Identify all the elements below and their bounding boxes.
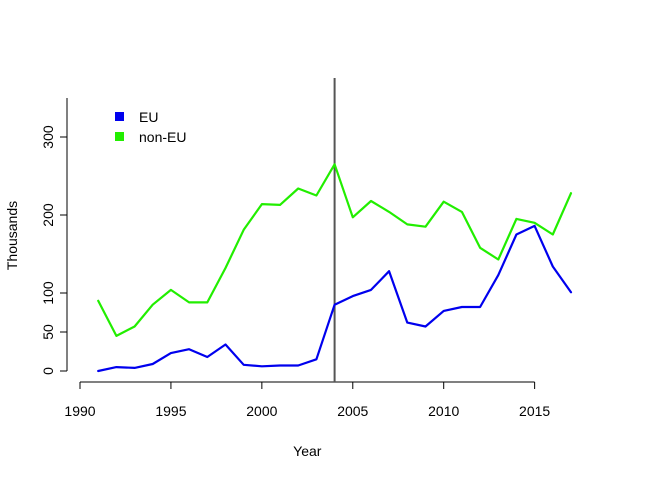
x-axis-ticks: 1990 1995 2000 2005 2010 2015: [64, 382, 550, 419]
series-group: [97, 163, 573, 373]
legend-label: non-EU: [139, 129, 186, 145]
x-tick-label: 2010: [428, 403, 459, 419]
x-tick-label: 2000: [246, 403, 277, 419]
y-tick-label: 300: [40, 125, 56, 149]
x-tick-label: 1990: [64, 403, 95, 419]
x-axis-label: Year: [293, 443, 322, 459]
series-line-non-eu: [97, 163, 573, 337]
series-line-eu: [97, 224, 573, 373]
legend-label: EU: [139, 109, 158, 125]
legend: EU non-EU: [115, 109, 186, 145]
axes: [66, 98, 535, 383]
y-tick-label: 0: [40, 367, 56, 375]
y-tick-label: 200: [40, 203, 56, 227]
y-axis-label: Thousands: [4, 201, 20, 270]
x-tick-label: 2015: [519, 403, 550, 419]
x-tick-label: 1995: [155, 403, 186, 419]
legend-swatch: [115, 132, 124, 141]
y-axis-ticks: 0 50 100 200 300: [40, 125, 67, 375]
x-tick-label: 2005: [337, 403, 368, 419]
y-tick-label: 50: [40, 324, 56, 340]
y-tick-label: 100: [40, 281, 56, 305]
legend-swatch: [115, 112, 124, 121]
